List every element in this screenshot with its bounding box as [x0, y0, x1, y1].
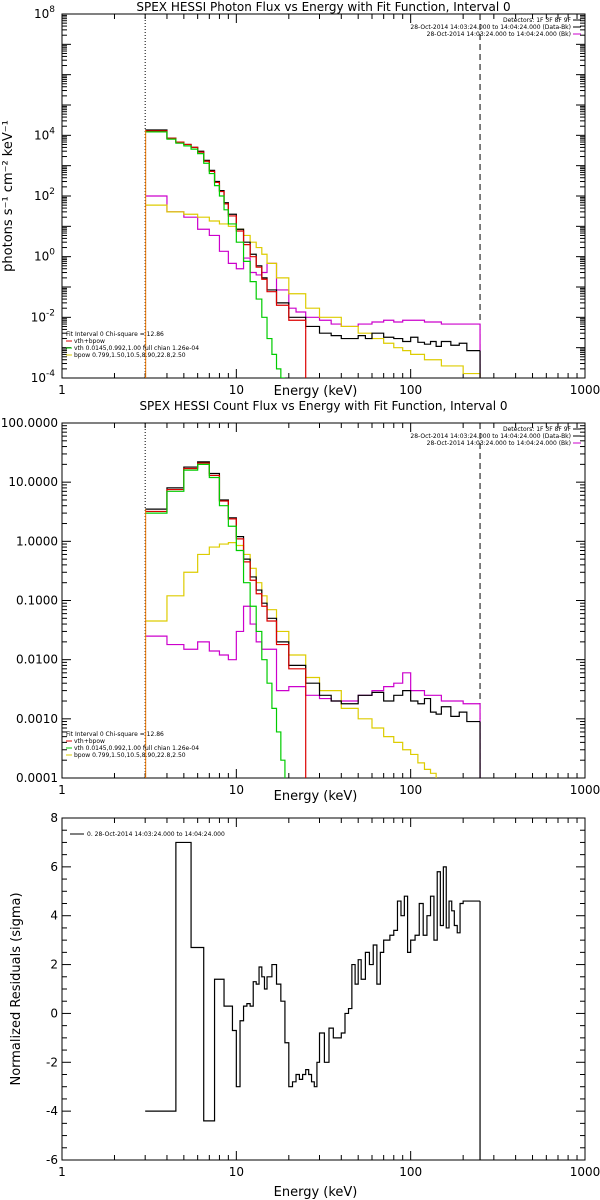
x-axis-label: Energy (keV): [274, 384, 358, 399]
plot-frame: [61, 13, 586, 379]
x-tick-label: 1: [58, 1165, 66, 1179]
x-tick-label: 100: [399, 383, 422, 397]
x-axis-label: Energy (keV): [274, 1185, 358, 1200]
x-tick-label: 1: [58, 383, 66, 397]
legend-top-entry: 28-Oct-2014 14:03:24.000 to 14:04:24.000…: [427, 31, 571, 38]
legend-bottom-entry: bpow 0.799,1.50,10.5,8.90,22.8,2.50: [74, 352, 186, 359]
y-tick-label: 104: [34, 126, 55, 142]
x-tick-label: 10: [229, 1165, 244, 1179]
legend-entry: 0. 28-Oct-2014 14:03:24.000 to 14:04:24.…: [87, 831, 225, 838]
series-fit-line: [145, 462, 307, 687]
plot-frame: [61, 817, 586, 1161]
y-axis-label: Normalized Residuals (sigma): [9, 892, 24, 1085]
y-tick-label: 10-4: [31, 369, 56, 385]
y-tick-label: 10-2: [31, 308, 55, 324]
chart-title: SPEX HESSI Count Flux vs Energy with Fit…: [139, 399, 507, 413]
y-tick-label: 2: [50, 958, 58, 972]
series-fit-line: [145, 130, 307, 330]
legend-bottom-entry: vth+bpow: [74, 338, 105, 345]
y-tick-label: 108: [34, 5, 55, 21]
chart-panel-2: 1 10 100 1000 0.0001 0.0010 0.0100 0.1000 1.0000…: [1, 399, 600, 804]
series-vth-line: [145, 463, 286, 778]
y-tick-label: -4: [46, 1104, 58, 1118]
plot-data-area: [144, 423, 481, 778]
y-axis-label: photons s⁻¹ cm⁻² keV⁻¹: [1, 120, 16, 272]
series-data-line: [145, 841, 481, 1122]
series-data-line: [145, 129, 481, 352]
y-tick-label: 102: [34, 187, 55, 203]
y-tick-label: 0: [50, 1006, 58, 1020]
legend-bottom-entry: Fit Interval 0 Chi-square = 12.86: [66, 331, 164, 338]
legend-bottom-entry: bpow 0.799,1.50,10.5,8.90,22.8,2.50: [74, 752, 186, 759]
chart-title: SPEX HESSI Photon Flux vs Energy with Fi…: [136, 0, 510, 14]
legend-top-entry: Detectors: 1F 3F 8F 9F: [503, 17, 572, 24]
legend-bottom-entry: Fit Interval 0 Chi-square = 12.86: [66, 731, 164, 738]
legend-top-entry: 28-Oct-2014 14:03:24.000 to 14:04:24.000…: [427, 440, 571, 447]
y-tick-label: -2: [46, 1055, 58, 1069]
x-tick-label: 10: [229, 383, 244, 397]
y-tick-label: 0.0001: [16, 771, 58, 785]
x-tick-label: 100: [399, 1165, 422, 1179]
y-tick-label: 6: [50, 860, 58, 874]
legend-top-entry: 28-Oct-2014 14:03:24.000 to 14:04:24.000…: [410, 433, 571, 440]
chart-panel-1: 1 10 100 1000 10-4 10-2 100 102 104 108 SPEX HESSI…: [1, 0, 600, 399]
y-tick-label: 8: [50, 811, 58, 825]
chart-panel-3: 1 10 100 1000 -6 -4 -2 0 2 4 6 8 Energy (keV) Normali…: [9, 811, 600, 1200]
series-data-line: [145, 461, 481, 723]
y-tick-label: 0.1000: [16, 594, 58, 608]
x-tick-label: 1000: [570, 783, 600, 797]
y-tick-label: 4: [50, 909, 58, 923]
x-tick-label: 1: [58, 783, 66, 797]
series-bk-line: [145, 605, 481, 719]
legend-bottom-entry: vth 0.0145,0.992,1.00 full chian 1.26e-0…: [74, 345, 199, 352]
y-tick-label: 1.0000: [16, 534, 58, 548]
legend-top-entry: 28-Oct-2014 14:03:24.000 to 14:04:24.000…: [410, 24, 571, 31]
legend-bottom-entry: vth 0.0145,0.992,1.00 full chian 1.26e-0…: [74, 745, 199, 752]
x-tick-label: 1000: [570, 383, 600, 397]
plot-data-area: [145, 841, 481, 1160]
x-axis-label: Energy (keV): [274, 789, 358, 804]
series-vth-line: [145, 131, 285, 378]
y-tick-label: 100.0000: [1, 416, 58, 430]
x-tick-label: 1000: [570, 1165, 600, 1179]
x-tick-label: 100: [399, 783, 422, 797]
legend-bottom-entry: vth+bpow: [74, 738, 105, 745]
plot-data-area: [144, 14, 481, 378]
y-tick-label: 10.0000: [8, 475, 58, 489]
y-tick-label: 0.0100: [16, 653, 58, 667]
series-bpow-line: [145, 204, 481, 378]
plot-frame: [61, 422, 586, 779]
x-tick-label: 10: [229, 783, 244, 797]
y-tick-label: 100: [34, 248, 55, 264]
y-tick-label: -6: [46, 1153, 58, 1167]
series-bpow-line: [145, 542, 437, 778]
legend-top-entry: Detectors: 1F 3F 8F 9F: [503, 426, 572, 433]
series-bk-line: [145, 195, 481, 330]
y-tick-label: 0.0010: [16, 712, 58, 726]
